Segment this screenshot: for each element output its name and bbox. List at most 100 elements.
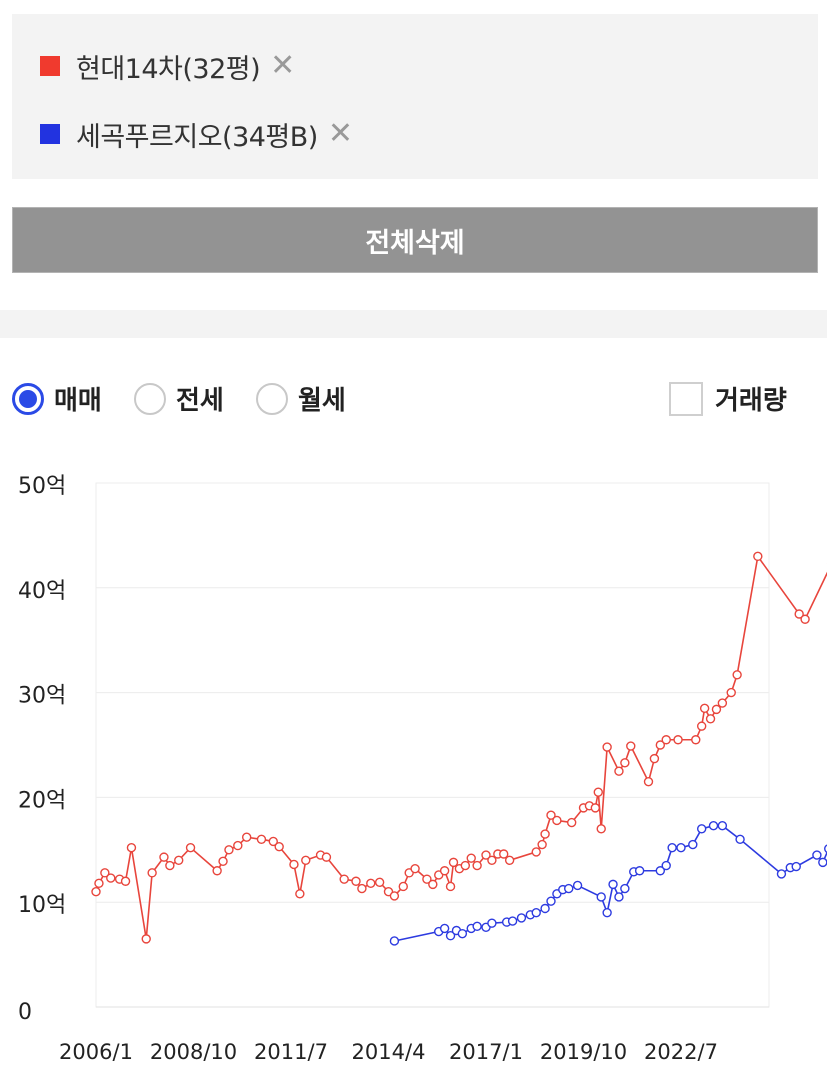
data-point-0 [174, 855, 184, 865]
data-point-0 [445, 881, 456, 892]
data-point-0 [120, 876, 131, 886]
data-point-0 [289, 859, 299, 870]
x-tick-label: 2019/10 [540, 1040, 627, 1064]
data-point-1 [602, 907, 612, 918]
data-point-0 [481, 850, 491, 860]
legend-item-segok: 세곡푸르지오(34평B) ✕ [40, 114, 353, 154]
data-point-1 [688, 839, 698, 850]
legend-item-hyundai14: 현대14차(32평) ✕ [40, 46, 295, 86]
data-point-0 [100, 868, 110, 878]
x-tick-label: 2017/1 [449, 1040, 523, 1064]
data-point-0 [691, 735, 701, 745]
data-point-0 [699, 703, 710, 714]
data-point-1 [608, 879, 618, 890]
plot-area [95, 482, 770, 1008]
data-point-0 [94, 878, 104, 889]
data-point-0 [466, 853, 476, 863]
x-tick-label: 2008/10 [150, 1040, 237, 1064]
data-point-0 [732, 670, 742, 680]
data-point-0 [705, 714, 716, 724]
remove-hyundai14-icon[interactable]: ✕ [270, 48, 295, 83]
radio-sale[interactable]: 매매 [12, 380, 102, 417]
radio-unchecked-icon[interactable] [256, 382, 288, 415]
data-point-0 [626, 741, 636, 751]
data-point-0 [428, 879, 438, 890]
radio-jeonse-label: 전세 [176, 386, 224, 416]
data-point-0 [233, 840, 243, 851]
x-tick-label: 2022/7 [644, 1040, 718, 1064]
section-divider [0, 310, 827, 338]
data-point-1 [676, 843, 686, 853]
data-point-1 [445, 931, 456, 941]
data-point-1 [389, 936, 400, 946]
trade-type-options: 매매 전세 월세 거래량 [0, 376, 827, 420]
data-point-0 [800, 614, 810, 624]
data-point-1 [824, 844, 827, 854]
blue-square-icon [40, 124, 60, 144]
data-point-0 [643, 776, 654, 787]
data-point-0 [91, 887, 101, 897]
volume-checkbox[interactable]: 거래량 [669, 380, 787, 417]
red-square-icon [40, 56, 60, 76]
data-point-0 [499, 849, 509, 859]
data-point-1 [546, 896, 556, 906]
data-point-1 [620, 883, 630, 894]
data-point-0 [351, 876, 361, 886]
data-point-0 [147, 868, 157, 878]
data-point-0 [106, 873, 116, 883]
data-point-0 [398, 881, 408, 892]
data-point-0 [141, 934, 151, 944]
data-point-1 [667, 843, 677, 853]
data-point-0 [301, 855, 311, 865]
x-tick-label: 2006/1 [59, 1040, 133, 1064]
data-point-1 [696, 824, 707, 834]
data-point-0 [321, 852, 332, 862]
data-point-1 [717, 820, 728, 831]
data-point-0 [552, 815, 562, 826]
data-point-0 [504, 855, 515, 865]
data-point-0 [448, 857, 459, 868]
checkbox-icon[interactable] [669, 381, 703, 416]
x-tick-label: 2011/7 [254, 1040, 328, 1064]
legend-label-segok: 세곡푸르지오(34평B) [76, 121, 318, 153]
data-point-0 [422, 874, 432, 884]
data-point-0 [410, 863, 420, 874]
data-point-1 [507, 916, 518, 926]
data-point-0 [649, 753, 660, 764]
data-point-1 [776, 869, 787, 879]
data-point-1 [791, 861, 801, 872]
data-point-0 [711, 704, 722, 715]
radio-jeonse[interactable]: 전세 [134, 380, 224, 417]
data-point-0 [165, 860, 175, 871]
y-tick-label: 10억 [18, 893, 66, 918]
data-point-0 [590, 803, 601, 813]
data-point-1 [457, 928, 468, 939]
data-point-0 [531, 847, 541, 857]
data-point-1 [487, 918, 497, 928]
data-point-1 [596, 892, 606, 902]
y-tick-label: 40억 [18, 579, 66, 604]
data-point-0 [274, 841, 284, 852]
data-point-0 [185, 843, 196, 853]
radio-unchecked-icon[interactable] [134, 382, 166, 415]
data-point-1 [735, 834, 745, 845]
data-point-1 [572, 880, 583, 891]
legend-label-hyundai14: 현대14차(32평) [76, 53, 261, 85]
data-point-0 [439, 866, 450, 876]
remove-segok-icon[interactable]: ✕ [327, 116, 353, 151]
data-point-0 [472, 860, 482, 871]
data-point-1 [812, 850, 822, 860]
data-point-0 [655, 740, 666, 750]
data-point-0 [339, 874, 349, 884]
delete-all-button[interactable]: 전체삭제 [12, 207, 818, 273]
data-point-0 [212, 866, 222, 876]
data-point-0 [268, 836, 278, 847]
data-point-0 [566, 817, 577, 828]
data-point-0 [753, 551, 763, 562]
radio-checked-icon[interactable] [12, 382, 44, 415]
data-point-0 [126, 843, 137, 853]
data-point-1 [818, 857, 827, 868]
data-point-0 [357, 883, 367, 894]
radio-wolse[interactable]: 월세 [256, 380, 346, 417]
radio-wolse-label: 월세 [298, 386, 346, 416]
